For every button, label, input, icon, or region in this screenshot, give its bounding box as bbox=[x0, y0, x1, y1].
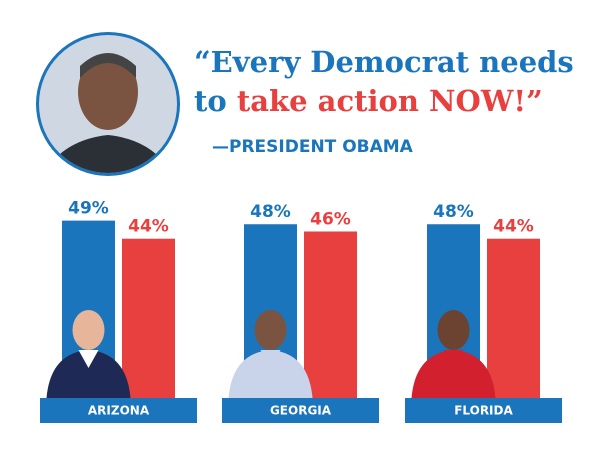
head bbox=[437, 310, 470, 350]
body bbox=[228, 350, 313, 398]
collar bbox=[260, 350, 281, 368]
bar-chart: 48% 44% FLORIDA bbox=[405, 202, 562, 423]
candidate-photo bbox=[228, 310, 313, 398]
value-label: 46% bbox=[310, 209, 351, 229]
value-label: 48% bbox=[250, 202, 291, 222]
head bbox=[254, 310, 287, 350]
charts: 49% 44% ARIZONA 48% 46% GEORGIA 48% 44% FLORIDA bbox=[40, 199, 562, 423]
quote-part: to bbox=[194, 84, 237, 118]
candidate-photo bbox=[411, 310, 496, 398]
body bbox=[411, 350, 496, 398]
collar bbox=[78, 350, 99, 368]
bar-chart: 49% 44% ARIZONA bbox=[40, 199, 197, 423]
value-label: 49% bbox=[68, 199, 109, 219]
state-banner bbox=[405, 398, 562, 423]
body bbox=[46, 350, 131, 398]
state-banner bbox=[40, 398, 197, 423]
quote-line: to take action NOW!” bbox=[194, 84, 543, 118]
bar bbox=[487, 238, 540, 398]
collar bbox=[443, 350, 464, 368]
attribution: —PRESIDENT OBAMA bbox=[212, 137, 414, 157]
quote-line: “Every Democrat needs bbox=[194, 45, 574, 79]
state-label: ARIZONA bbox=[88, 404, 150, 418]
portrait bbox=[36, 32, 180, 176]
value-label: 44% bbox=[493, 217, 534, 237]
state-label: GEORGIA bbox=[270, 404, 332, 418]
value-label: 48% bbox=[433, 202, 474, 222]
state-label: FLORIDA bbox=[454, 404, 513, 418]
value-label: 44% bbox=[128, 217, 169, 237]
state-banner bbox=[222, 398, 379, 423]
bar-chart: 48% 46% GEORGIA bbox=[222, 202, 379, 423]
bar bbox=[122, 238, 175, 398]
bar bbox=[304, 231, 357, 398]
head bbox=[72, 310, 105, 350]
candidate-photo bbox=[46, 310, 131, 398]
quote-part: take action NOW!” bbox=[237, 84, 543, 118]
